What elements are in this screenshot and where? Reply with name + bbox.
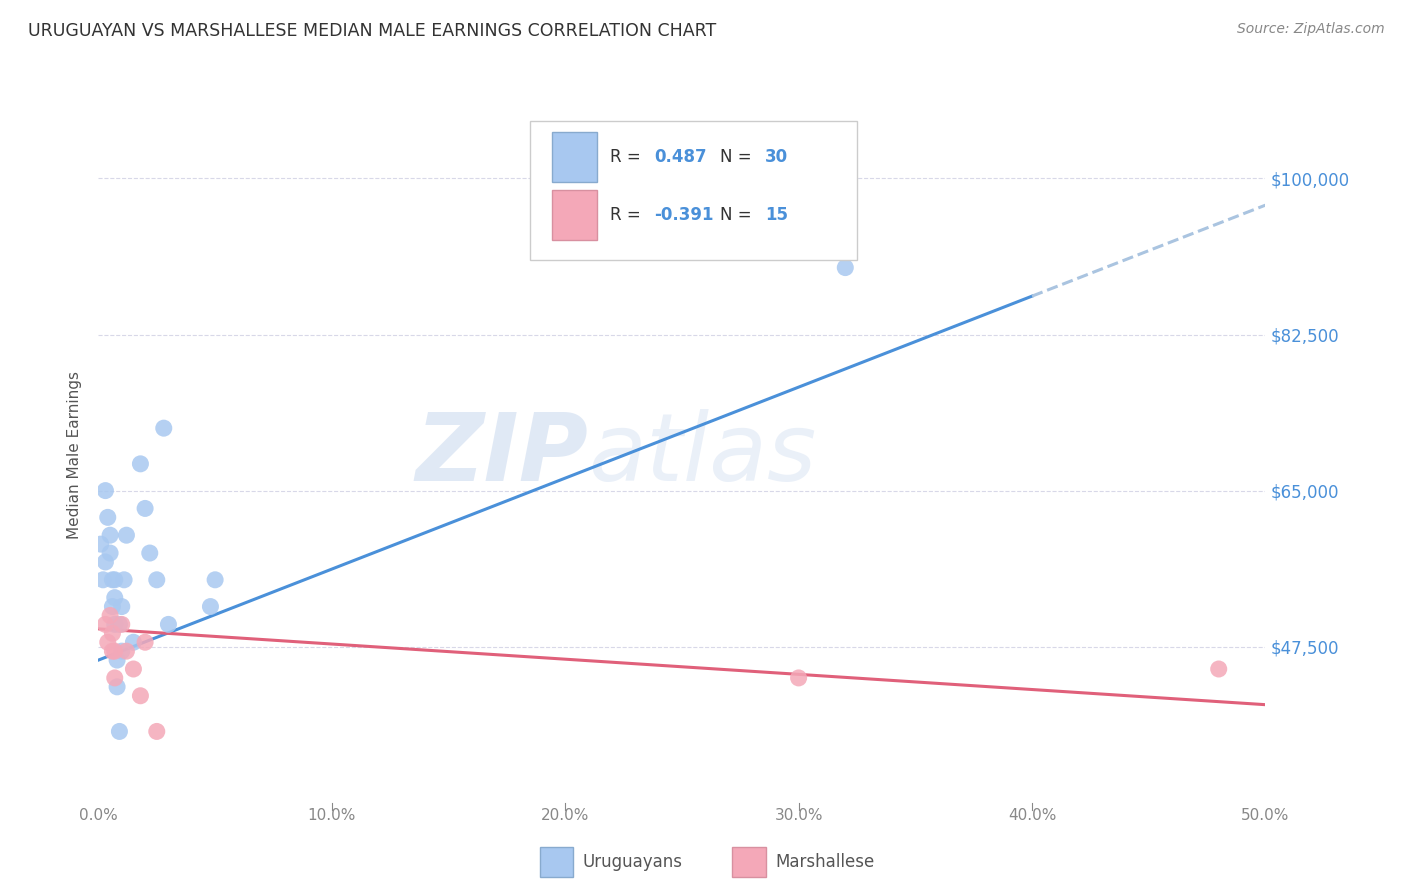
- Point: [98, 528, 121, 542]
- FancyBboxPatch shape: [733, 847, 766, 877]
- Point: [129, 689, 152, 703]
- Point: [157, 617, 180, 632]
- Point: [97, 510, 120, 524]
- Text: URUGUAYAN VS MARSHALLESE MEDIAN MALE EARNINGS CORRELATION CHART: URUGUAYAN VS MARSHALLESE MEDIAN MALE EAR…: [28, 22, 717, 40]
- Text: Source: ZipAtlas.com: Source: ZipAtlas.com: [1237, 22, 1385, 37]
- Text: 15: 15: [765, 206, 787, 224]
- Point: [98, 608, 121, 623]
- Point: [200, 599, 222, 614]
- Text: ZIP: ZIP: [416, 409, 589, 501]
- Point: [101, 573, 124, 587]
- FancyBboxPatch shape: [530, 121, 858, 260]
- Point: [146, 573, 169, 587]
- Y-axis label: Median Male Earnings: Median Male Earnings: [67, 371, 83, 539]
- Point: [111, 617, 134, 632]
- Point: [105, 680, 128, 694]
- Point: [115, 644, 138, 658]
- Point: [111, 644, 134, 658]
- Point: [111, 599, 134, 614]
- Point: [112, 573, 135, 587]
- Point: [152, 421, 174, 435]
- Point: [139, 546, 162, 560]
- Point: [129, 457, 152, 471]
- Text: Uruguayans: Uruguayans: [582, 853, 683, 871]
- Point: [834, 260, 856, 275]
- Point: [104, 591, 127, 605]
- Text: R =: R =: [610, 206, 645, 224]
- Text: atlas: atlas: [589, 409, 817, 500]
- Point: [94, 617, 117, 632]
- Point: [108, 617, 131, 632]
- Text: Marshallese: Marshallese: [775, 853, 875, 871]
- FancyBboxPatch shape: [540, 847, 574, 877]
- Point: [146, 724, 169, 739]
- Point: [91, 573, 114, 587]
- Text: -0.391: -0.391: [654, 206, 713, 224]
- FancyBboxPatch shape: [553, 132, 596, 182]
- Point: [98, 546, 121, 560]
- Point: [90, 537, 112, 551]
- Point: [94, 555, 117, 569]
- Point: [104, 644, 127, 658]
- Point: [101, 599, 124, 614]
- Point: [1208, 662, 1230, 676]
- Point: [105, 653, 128, 667]
- Point: [134, 501, 156, 516]
- Point: [134, 635, 156, 649]
- FancyBboxPatch shape: [553, 190, 596, 240]
- Point: [204, 573, 226, 587]
- Point: [122, 635, 145, 649]
- Point: [108, 724, 131, 739]
- Text: N =: N =: [720, 206, 758, 224]
- Point: [122, 662, 145, 676]
- Point: [94, 483, 117, 498]
- Point: [101, 644, 124, 658]
- Point: [104, 671, 127, 685]
- Point: [104, 617, 127, 632]
- Point: [104, 573, 127, 587]
- Point: [101, 626, 124, 640]
- Point: [97, 635, 120, 649]
- Text: 30: 30: [765, 148, 787, 166]
- Point: [787, 671, 810, 685]
- Text: N =: N =: [720, 148, 758, 166]
- Text: R =: R =: [610, 148, 645, 166]
- Text: 0.487: 0.487: [654, 148, 707, 166]
- Point: [115, 528, 138, 542]
